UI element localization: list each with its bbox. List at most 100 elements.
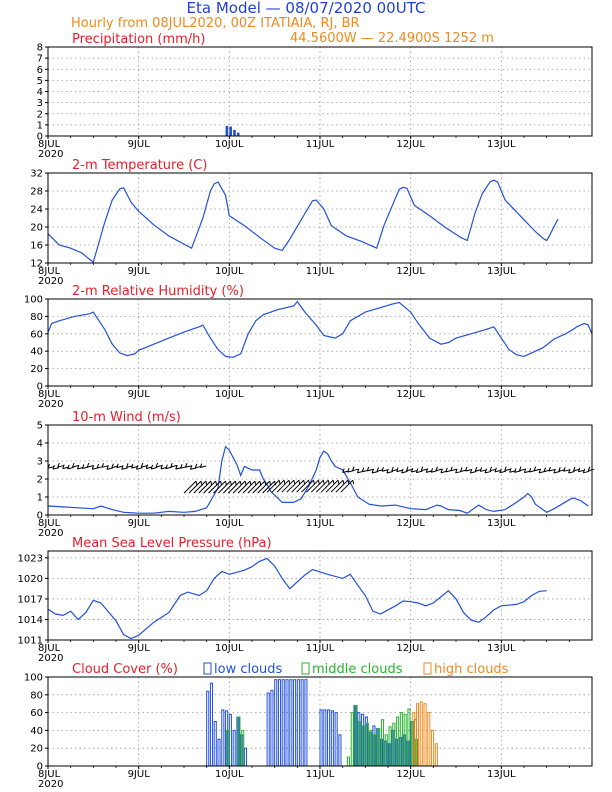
legend-swatch-middle (301, 662, 310, 675)
wind-barb (276, 479, 290, 493)
rh-title: 2-m Relative Humidity (%) (72, 284, 244, 299)
wind-barb (367, 468, 374, 472)
wind-barb-feather (140, 462, 144, 468)
wind-barb (548, 468, 556, 472)
wind-barb (57, 465, 64, 468)
wind-barb (198, 480, 212, 494)
wind-barb (470, 471, 477, 474)
wind-barb-feather (494, 467, 497, 473)
wind-barb (504, 468, 511, 472)
temp-xtick-label: 11JUL (306, 266, 335, 277)
low-cloud-bar (338, 734, 342, 767)
low-cloud-bar (330, 710, 334, 767)
wind-barb-feather (111, 463, 114, 468)
wind-barb-feather (528, 467, 532, 473)
rh-ytick-label: 100 (24, 295, 43, 306)
wind-barb (47, 466, 55, 469)
precip-year-label: 2020 (38, 149, 63, 160)
wind-barb (480, 469, 487, 472)
wind-barb-feather (313, 480, 315, 485)
wind-barb-feather (347, 480, 350, 485)
wind-barb (519, 468, 526, 472)
wind-barb (252, 480, 266, 494)
wind-barb-feather (317, 480, 320, 485)
wind-barb-feather (558, 467, 561, 472)
wind-barb (170, 465, 177, 468)
wind-barb-feather (264, 480, 267, 486)
wind-barb-feather (165, 464, 168, 469)
wind-ytick-label: 2 (37, 475, 43, 486)
wind-barb (146, 466, 153, 469)
precip-ytick-label: 2 (37, 109, 43, 120)
wind-barb-feather (303, 480, 306, 485)
wind-year-label: 2020 (38, 528, 63, 539)
wind-barb (401, 470, 408, 474)
rh-ytick-label: 40 (30, 347, 43, 358)
middle-cloud-bar (350, 712, 354, 767)
temp-year-label: 2020 (38, 276, 63, 287)
cloud-ytick-label: 80 (30, 690, 43, 701)
wind-barb (266, 479, 280, 493)
precip-ytick-label: 8 (37, 43, 43, 54)
temp-ytick-label: 28 (30, 187, 43, 198)
high-cloud-bar (427, 712, 431, 767)
wind-barb-feather (121, 465, 124, 470)
wind-barb-feather (347, 467, 350, 473)
mslp-ytick-label: 1020 (18, 574, 43, 585)
wind-barb-feather (410, 467, 414, 473)
wind-barb (262, 480, 275, 494)
rh-series-line (47, 300, 593, 358)
cloud-frame (47, 676, 593, 767)
wind-barb-feather (464, 466, 468, 472)
temp-xtick-label: 8JUL (38, 266, 61, 277)
cloud-xtick-label: 8JUL (38, 769, 61, 780)
wind-barb (126, 465, 133, 468)
cloud-ytick-label: 60 (30, 708, 43, 719)
wind-barb (141, 465, 148, 468)
mslp-year-label: 2020 (38, 653, 63, 664)
wind-barb (320, 479, 334, 493)
wind-barb-feather (76, 464, 80, 470)
wind-barb-feather (244, 480, 247, 486)
wind-barb (335, 479, 349, 493)
precip-xtick-label: 10JUL (215, 139, 244, 150)
wind-barb (588, 468, 595, 472)
wind-barb (218, 480, 231, 494)
mslp-xtick-label: 13JUL (487, 643, 516, 654)
rh-xtick-label: 12JUL (396, 389, 425, 400)
wind-barb (271, 479, 285, 493)
low-cloud-bar (323, 709, 327, 767)
wind-barb-feather (67, 464, 70, 470)
wind-barb-feather (150, 464, 154, 470)
high-cloud-bar (431, 729, 435, 767)
precip-frame (47, 46, 593, 137)
cloud-xtick-label: 11JUL (306, 769, 335, 780)
low-cloud-bar (266, 692, 270, 767)
wind-barb-feather (430, 468, 434, 473)
wind-barb (227, 480, 241, 494)
wind-barb (306, 479, 319, 493)
wind-barb (450, 468, 457, 472)
wind-barb-feather (91, 465, 95, 470)
wind-barb-feather (298, 480, 301, 485)
cloud-year-label: 2020 (38, 779, 63, 790)
wind-barb (301, 479, 314, 493)
wind-barb (325, 479, 339, 493)
precip-title: Precipitation (mm/h) (72, 32, 205, 47)
high-cloud-bar (423, 703, 427, 767)
wind-barb-feather (224, 480, 227, 486)
low-cloud-bar (217, 738, 221, 767)
wind-barb (381, 469, 389, 472)
wind-barb-feather (406, 466, 409, 471)
low-cloud-bar (285, 679, 289, 767)
temp-xtick-label: 10JUL (215, 266, 244, 277)
wind-barb (183, 480, 197, 494)
wind-barb (131, 466, 138, 469)
cloud-ytick-label: 40 (30, 726, 43, 737)
wind-barb-feather (116, 463, 119, 468)
wind-barb-feather (401, 468, 404, 474)
wind-barb-feather (249, 480, 252, 486)
wind-barb-feather (155, 462, 159, 468)
wind-barb (208, 480, 221, 494)
wind-barb-feather (499, 468, 502, 473)
